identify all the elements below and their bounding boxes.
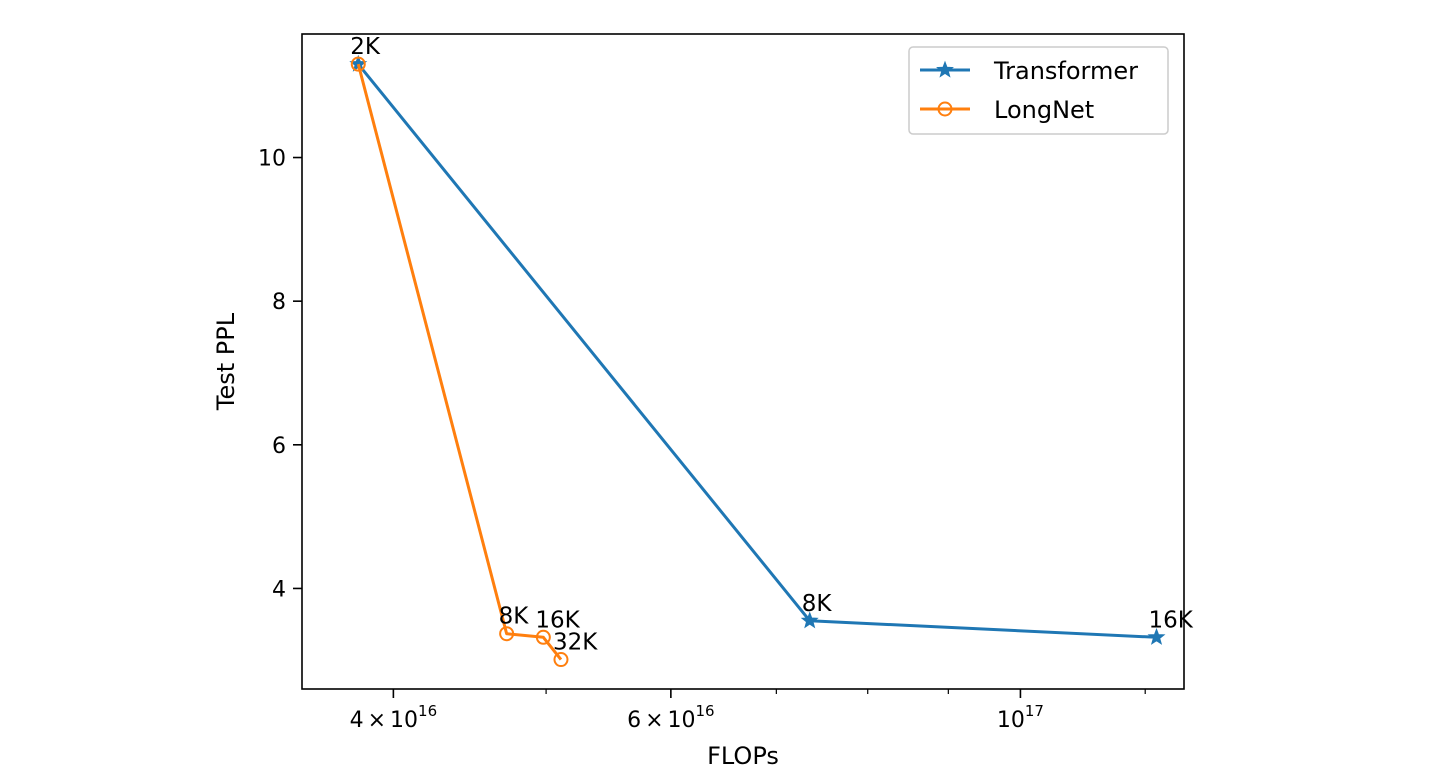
legend-item-longnet: LongNet [920, 96, 1094, 124]
x-tick-label: 6 × 1016 [627, 702, 715, 733]
legend-swatch-marker [937, 101, 953, 117]
y-tick-label: 10 [258, 147, 286, 172]
x-tick-base: 10 [997, 708, 1025, 733]
point-label: 16K [1149, 607, 1194, 633]
legend: Transformer LongNet [908, 46, 1169, 135]
x-axis-label: FLOPs [707, 742, 779, 770]
x-tick-base: 10 [668, 708, 696, 733]
series-longnet [350, 56, 569, 668]
legend-item-transformer: Transformer [920, 57, 1138, 85]
y-tick-label: 4 [272, 577, 286, 602]
x-tick-exponent: 17 [1025, 702, 1044, 720]
legend-swatch-marker [936, 60, 954, 78]
x-tick-times: × [645, 708, 663, 733]
point-label: 16K [535, 607, 580, 633]
x-tick-exponent: 16 [418, 702, 437, 720]
y-tick-label: 8 [272, 290, 286, 315]
x-tick-exponent: 16 [696, 702, 715, 720]
data-point-marker [535, 629, 551, 645]
x-tick-times: × [368, 708, 386, 733]
data-point-marker [499, 626, 515, 642]
plot-frame [301, 33, 1185, 690]
data-point-marker [553, 652, 569, 668]
series-line-longnet [356, 63, 563, 661]
y-axis-label: Test PPL [212, 312, 240, 411]
x-tick-label: 4 × 1016 [350, 702, 438, 733]
legend-box [908, 46, 1169, 135]
x-tick-mantissa: 4 [350, 708, 364, 733]
x-tick-base: 10 [390, 708, 418, 733]
legend-label: LongNet [994, 96, 1094, 124]
x-tick-mantissa: 6 [627, 708, 641, 733]
data-point-marker [1147, 627, 1166, 645]
legend-label: Transformer [993, 57, 1138, 85]
x-tick-label: 1017 [997, 702, 1044, 733]
point-label: 8K [802, 591, 833, 617]
data-point-marker [350, 56, 366, 72]
y-tick-label: 6 [272, 434, 286, 459]
data-point-marker [800, 611, 819, 629]
point-label: 32K [553, 630, 598, 656]
point-label: 8K [499, 604, 530, 630]
point-label: 2K [350, 34, 381, 60]
